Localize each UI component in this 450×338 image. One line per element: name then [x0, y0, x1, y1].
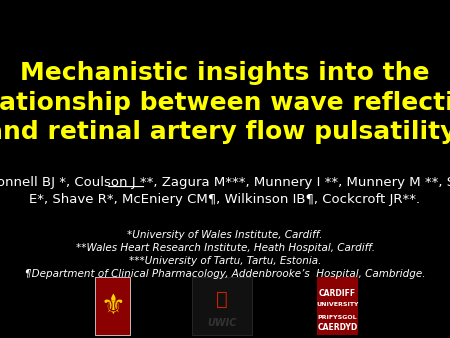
Text: Mechanistic insights into the
relationship between wave reflection
and retinal a: Mechanistic insights into the relationsh… [0, 61, 450, 144]
FancyBboxPatch shape [193, 277, 252, 335]
Text: UWIC: UWIC [207, 318, 237, 328]
Text: 🏛: 🏛 [216, 290, 228, 309]
Text: CAERDYD: CAERDYD [317, 323, 358, 332]
Text: UNIVERSITY: UNIVERSITY [316, 302, 359, 307]
Text: CARDIFF: CARDIFF [319, 289, 356, 298]
Text: ⚜: ⚜ [100, 292, 125, 320]
Text: McDonnell BJ *, Coulson J **, Zagura M***, Munnery I **, Munnery M **, Stohr
E*,: McDonnell BJ *, Coulson J **, Zagura M**… [0, 176, 450, 206]
Text: PRIFYSGOL: PRIFYSGOL [318, 315, 357, 320]
Text: *University of Wales Institute, Cardiff.
**Wales Heart Research Institute, Heath: *University of Wales Institute, Cardiff.… [25, 230, 425, 280]
FancyBboxPatch shape [95, 277, 130, 335]
FancyBboxPatch shape [317, 277, 358, 335]
